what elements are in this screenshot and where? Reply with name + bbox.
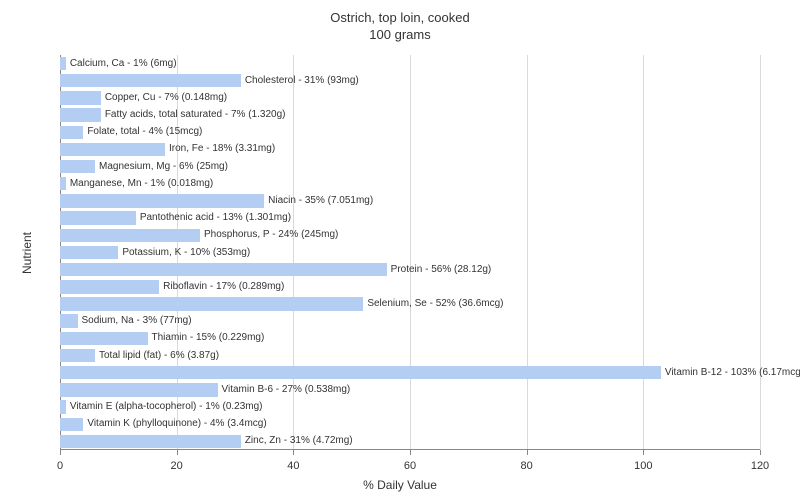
gridline xyxy=(527,55,528,450)
x-axis-label: % Daily Value xyxy=(0,478,800,492)
x-tick-label: 40 xyxy=(287,460,299,472)
y-axis-label: Nutrient xyxy=(20,231,34,273)
bar-label: Vitamin B-12 - 103% (6.17mcg) xyxy=(665,368,800,378)
x-tick-mark xyxy=(643,450,644,455)
data-bar xyxy=(60,332,148,345)
gridline xyxy=(643,55,644,450)
data-bar xyxy=(60,211,136,224)
bar-label: Manganese, Mn - 1% (0.018mg) xyxy=(70,179,213,189)
data-bar xyxy=(60,177,66,190)
data-bar xyxy=(60,418,83,431)
data-bar xyxy=(60,74,241,87)
bar-label: Protein - 56% (28.12g) xyxy=(391,265,492,275)
data-bar xyxy=(60,57,66,70)
x-tick-mark xyxy=(760,450,761,455)
data-bar xyxy=(60,246,118,259)
bar-label: Magnesium, Mg - 6% (25mg) xyxy=(99,162,228,172)
x-tick-mark xyxy=(527,450,528,455)
x-tick-label: 100 xyxy=(634,460,652,472)
bar-label: Niacin - 35% (7.051mg) xyxy=(268,196,373,206)
data-bar xyxy=(60,383,218,396)
bar-label: Potassium, K - 10% (353mg) xyxy=(122,248,250,258)
data-bar xyxy=(60,435,241,448)
x-tick-mark xyxy=(60,450,61,455)
bar-label: Selenium, Se - 52% (36.6mcg) xyxy=(367,299,503,309)
bar-label: Calcium, Ca - 1% (6mg) xyxy=(70,59,177,69)
bar-label: Total lipid (fat) - 6% (3.87g) xyxy=(99,351,219,361)
x-tick-label: 80 xyxy=(521,460,533,472)
x-tick-mark xyxy=(293,450,294,455)
x-tick-mark xyxy=(410,450,411,455)
data-bar xyxy=(60,229,200,242)
bar-label: Pantothenic acid - 13% (1.301mg) xyxy=(140,213,291,223)
nutrient-bar-chart: Ostrich, top loin, cooked 100 grams Nutr… xyxy=(0,0,800,500)
data-bar xyxy=(60,160,95,173)
x-tick-mark xyxy=(177,450,178,455)
bar-label: Copper, Cu - 7% (0.148mg) xyxy=(105,93,227,103)
bar-label: Cholesterol - 31% (93mg) xyxy=(245,76,359,86)
bar-label: Zinc, Zn - 31% (4.72mg) xyxy=(245,436,353,446)
bar-label: Riboflavin - 17% (0.289mg) xyxy=(163,282,284,292)
x-tick-label: 60 xyxy=(404,460,416,472)
x-tick-label: 0 xyxy=(57,460,63,472)
data-bar xyxy=(60,126,83,139)
bar-label: Thiamin - 15% (0.229mg) xyxy=(152,333,265,343)
data-bar xyxy=(60,400,66,413)
gridline xyxy=(760,55,761,450)
x-tick-label: 20 xyxy=(171,460,183,472)
data-bar xyxy=(60,366,661,379)
bar-label: Vitamin K (phylloquinone) - 4% (3.4mcg) xyxy=(87,419,266,429)
data-bar xyxy=(60,297,363,310)
bar-label: Iron, Fe - 18% (3.31mg) xyxy=(169,144,275,154)
chart-title: Ostrich, top loin, cooked 100 grams xyxy=(0,10,800,44)
data-bar xyxy=(60,108,101,121)
chart-title-line2: 100 grams xyxy=(369,27,430,42)
gridline xyxy=(410,55,411,450)
data-bar xyxy=(60,194,264,207)
x-axis-line xyxy=(60,449,760,450)
data-bar xyxy=(60,314,78,327)
data-bar xyxy=(60,280,159,293)
bar-label: Folate, total - 4% (15mcg) xyxy=(87,127,202,137)
data-bar xyxy=(60,143,165,156)
bar-label: Vitamin E (alpha-tocopherol) - 1% (0.23m… xyxy=(70,402,263,412)
plot-area: 020406080100120Calcium, Ca - 1% (6mg)Cho… xyxy=(60,55,760,450)
bar-label: Sodium, Na - 3% (77mg) xyxy=(82,316,192,326)
data-bar xyxy=(60,349,95,362)
bar-label: Phosphorus, P - 24% (245mg) xyxy=(204,230,338,240)
data-bar xyxy=(60,91,101,104)
bar-label: Fatty acids, total saturated - 7% (1.320… xyxy=(105,110,286,120)
data-bar xyxy=(60,263,387,276)
x-tick-label: 120 xyxy=(751,460,769,472)
chart-title-line1: Ostrich, top loin, cooked xyxy=(330,10,469,25)
bar-label: Vitamin B-6 - 27% (0.538mg) xyxy=(222,385,351,395)
